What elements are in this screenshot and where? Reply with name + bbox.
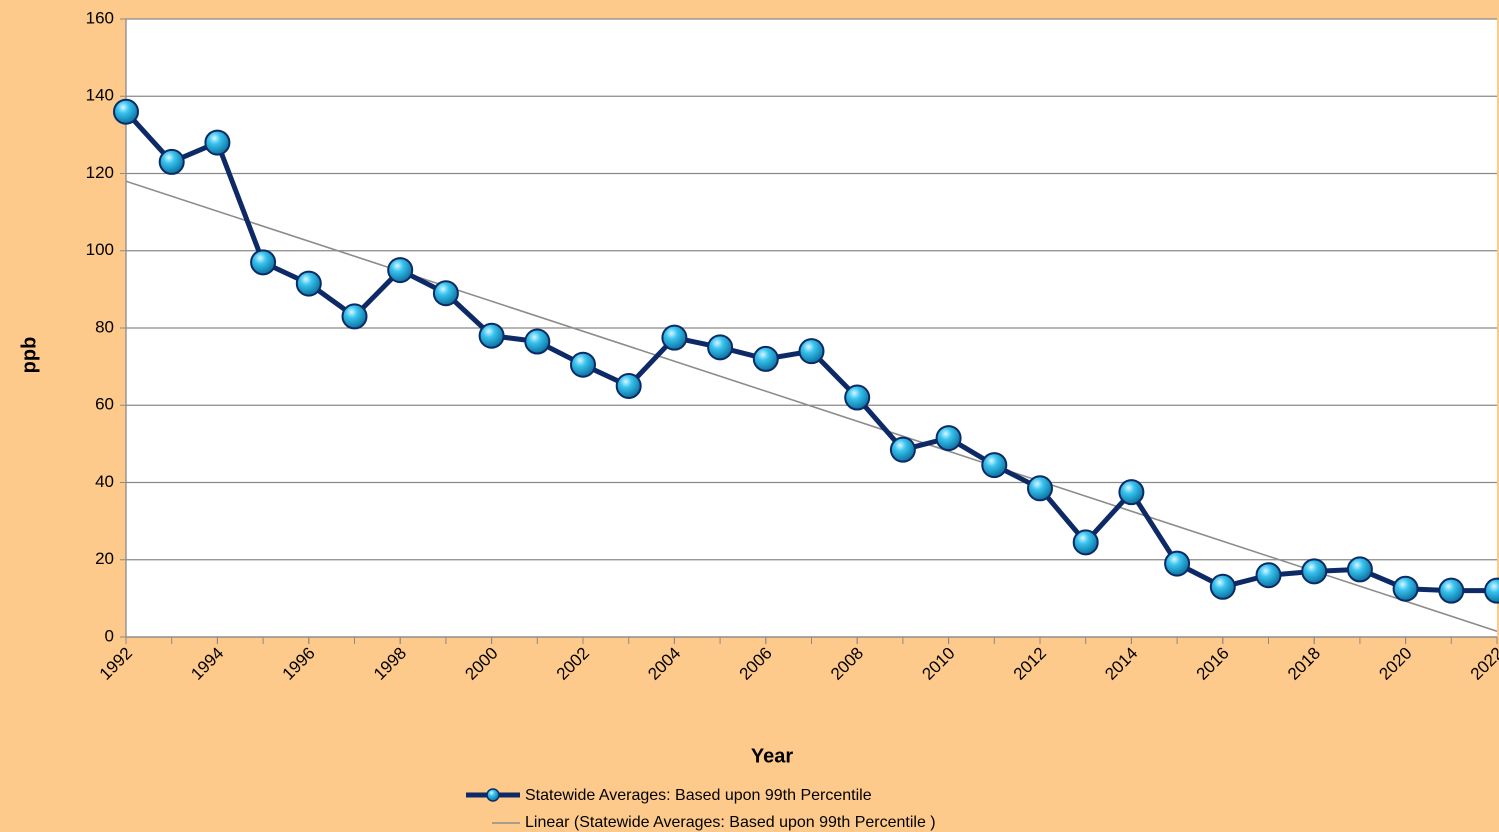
data-point: [752, 345, 779, 372]
data-point: [615, 372, 642, 399]
data-point: [1118, 479, 1145, 506]
x-axis-title: Year: [751, 745, 793, 767]
data-point: [1255, 562, 1282, 589]
y-tick-label: 160: [86, 8, 114, 27]
x-tick-label: 2004: [644, 644, 684, 684]
data-point: [1072, 529, 1099, 556]
legend-swatch-marker: [486, 788, 500, 802]
x-tick-label: 2020: [1375, 644, 1415, 684]
x-tick-label: 2006: [736, 644, 776, 684]
y-tick-label: 20: [95, 549, 114, 568]
data-point: [432, 280, 459, 307]
x-tick-label: 2018: [1284, 644, 1324, 684]
trend-line: [125, 180, 1498, 632]
data-point: [798, 338, 825, 365]
x-tick-label: 2008: [827, 644, 867, 684]
data-point: [889, 436, 916, 463]
x-tick-label: 2000: [461, 644, 501, 684]
data-point: [707, 334, 734, 361]
data-point: [1164, 550, 1191, 577]
data-point: [1209, 573, 1236, 600]
data-point: [1484, 577, 1499, 604]
y-tick-label: 40: [95, 472, 114, 491]
x-tick-label: 1994: [187, 644, 227, 684]
data-point: [478, 322, 505, 349]
data-point: [1027, 475, 1053, 502]
x-tick-label: 2010: [918, 644, 958, 684]
y-tick-label: 60: [95, 395, 114, 414]
y-tick-label: 0: [105, 626, 114, 645]
data-point: [1301, 558, 1328, 585]
y-axis-title: ppb: [18, 337, 40, 374]
data-point: [844, 384, 871, 411]
data-point: [113, 98, 139, 125]
y-tick-label: 140: [86, 86, 114, 105]
data-point: [158, 148, 185, 175]
data-point: [204, 129, 231, 156]
data-point: [1438, 577, 1465, 604]
y-tick-label: 100: [86, 240, 114, 259]
x-tick-label: 1996: [279, 644, 319, 684]
data-point: [295, 270, 322, 297]
legend-label: Statewide Averages: Based upon 99th Perc…: [525, 787, 872, 804]
data-point: [661, 324, 688, 351]
data-point: [250, 249, 277, 276]
x-tick-label: 2014: [1101, 644, 1141, 684]
data-point: [1346, 556, 1373, 583]
y-tick-label: 80: [95, 317, 114, 336]
legend-label: Linear (Statewide Averages: Based upon 9…: [525, 814, 936, 831]
data-point: [981, 452, 1008, 479]
x-tick-label: 2002: [553, 644, 593, 684]
data-point: [387, 257, 414, 284]
data-point: [935, 425, 962, 452]
data-point: [570, 351, 596, 378]
x-tick-label: 2016: [1193, 644, 1233, 684]
x-tick-label: 1992: [96, 644, 136, 684]
x-tick-label: 2012: [1010, 644, 1050, 684]
x-tick-label: 1998: [370, 644, 410, 684]
x-tick-label: 2022: [1467, 644, 1499, 684]
data-point: [524, 328, 551, 355]
y-tick-label: 120: [86, 163, 114, 182]
data-point: [341, 303, 368, 330]
data-point: [1392, 575, 1419, 602]
